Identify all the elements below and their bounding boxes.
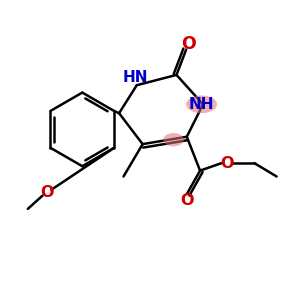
Text: O: O bbox=[220, 156, 233, 171]
Text: O: O bbox=[40, 185, 54, 200]
Ellipse shape bbox=[163, 133, 184, 146]
Text: O: O bbox=[181, 35, 196, 53]
Text: NH: NH bbox=[189, 97, 214, 112]
Ellipse shape bbox=[186, 95, 217, 113]
Text: O: O bbox=[180, 193, 194, 208]
Text: HN: HN bbox=[122, 70, 148, 86]
